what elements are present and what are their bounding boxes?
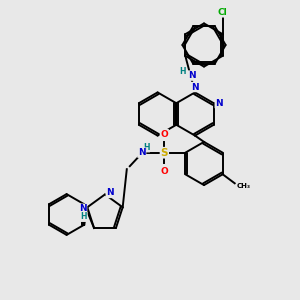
Text: N: N [191,82,199,91]
Text: S: S [160,148,168,158]
Text: Cl: Cl [218,8,228,17]
Text: O: O [160,130,168,139]
Text: H: H [80,212,87,221]
Text: N: N [188,71,196,80]
Text: CH₃: CH₃ [236,183,250,189]
Text: N: N [215,99,223,108]
Text: N: N [79,204,87,213]
Text: H: H [143,143,149,152]
Text: O: O [160,167,168,176]
Text: N: N [106,188,114,197]
Text: N: N [138,148,146,157]
Text: H: H [179,67,186,76]
